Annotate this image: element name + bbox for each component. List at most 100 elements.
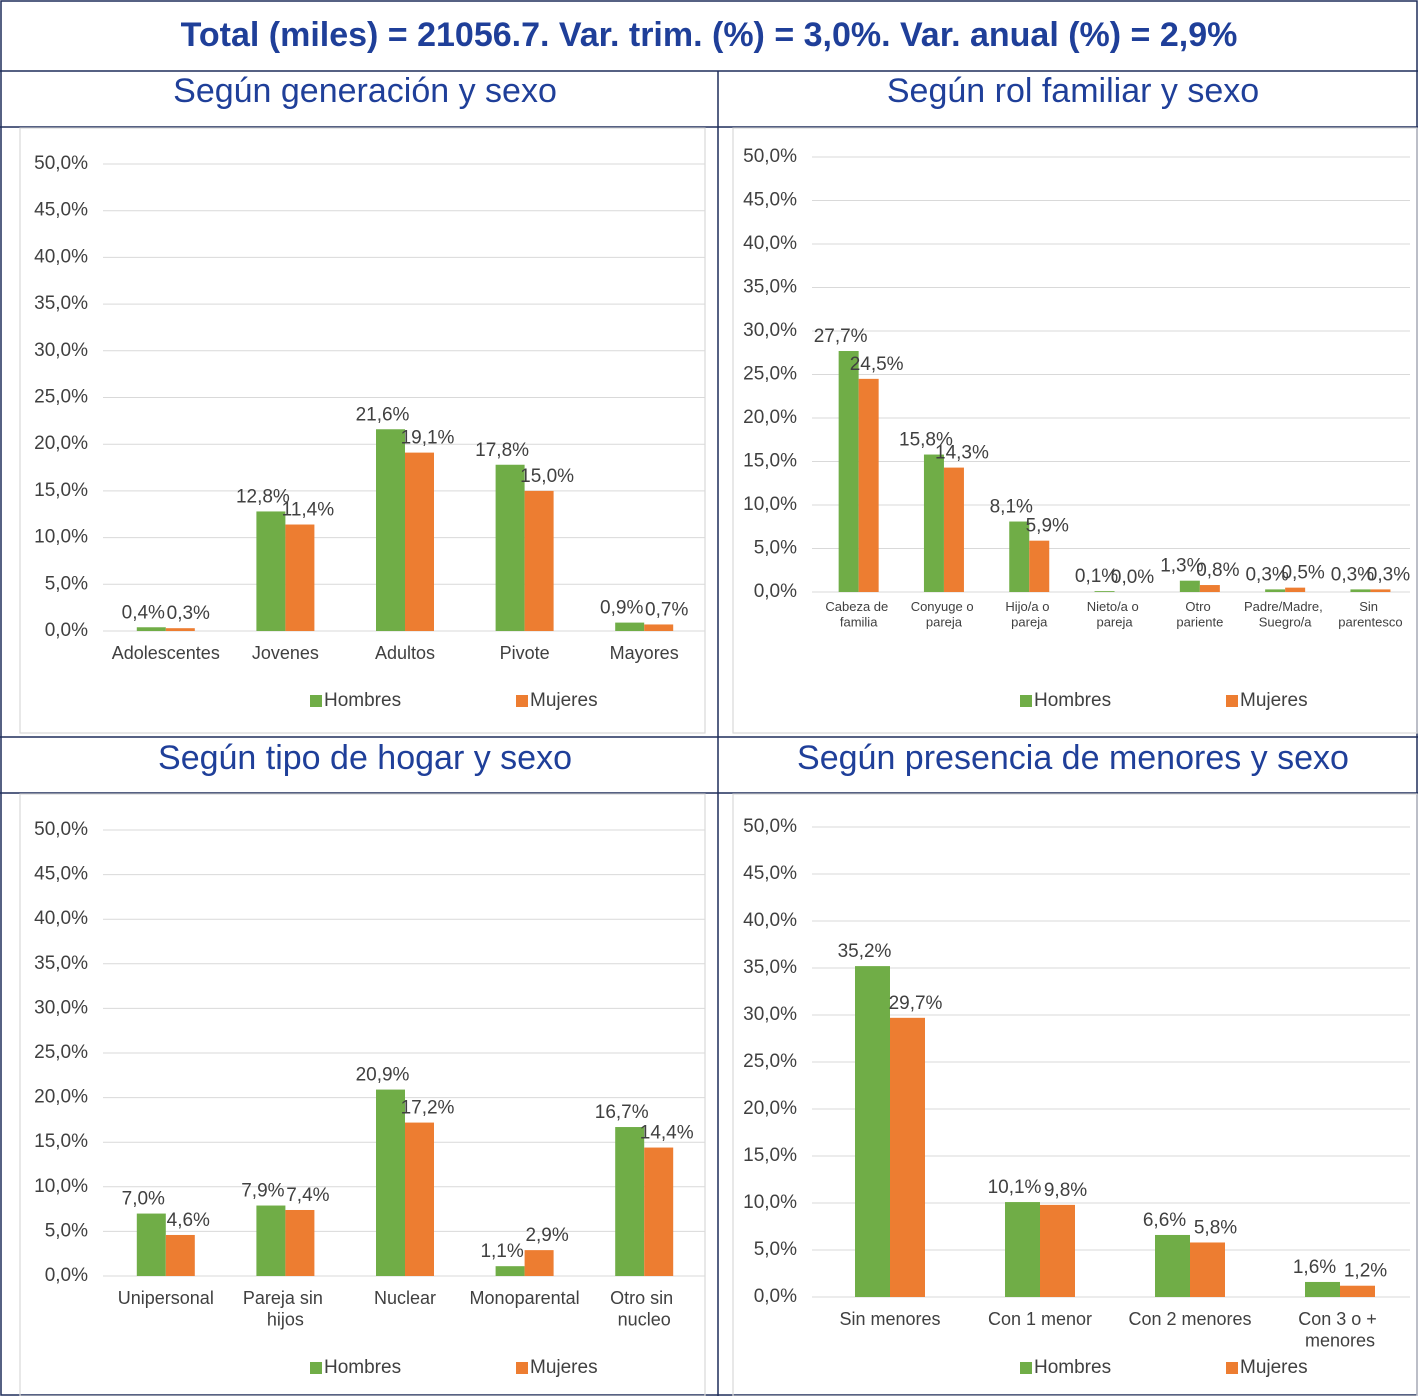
- x-tick-label: Adultos: [375, 643, 435, 663]
- chart-title: Según rol familiar y sexo: [887, 72, 1259, 110]
- data-label: 1,6%: [1293, 1257, 1336, 1278]
- bar: [524, 490, 554, 631]
- y-tick-label: 30,0%: [34, 340, 88, 361]
- bar: [136, 1213, 166, 1276]
- data-label: 15,8%: [899, 430, 953, 451]
- data-label: 17,2%: [401, 1098, 455, 1119]
- y-tick-label: 25,0%: [34, 387, 88, 408]
- data-label: 9,8%: [1044, 1180, 1087, 1201]
- bar: [1005, 1202, 1040, 1297]
- data-label: 0,3%: [1245, 564, 1288, 585]
- bar: [855, 966, 890, 1297]
- legend-swatch: [310, 1362, 322, 1374]
- data-label: 20,9%: [356, 1065, 410, 1086]
- bar: [615, 622, 645, 631]
- y-tick-label: 40,0%: [743, 233, 797, 254]
- bar: [1094, 591, 1115, 592]
- legend-label: Mujeres: [530, 1357, 598, 1378]
- y-tick-label: 50,0%: [34, 819, 88, 840]
- y-tick-label: 45,0%: [34, 864, 88, 885]
- bar: [890, 1017, 925, 1297]
- data-label: 0,1%: [1075, 566, 1118, 587]
- bar: [1305, 1281, 1340, 1297]
- legend-label: Hombres: [324, 690, 401, 711]
- page-title: Total (miles) = 21056.7. Var. trim. (%) …: [181, 16, 1238, 54]
- y-tick-label: 50,0%: [743, 816, 797, 837]
- chart-title: Según presencia de menores y sexo: [797, 739, 1349, 777]
- bar: [1265, 589, 1286, 592]
- y-tick-label: 25,0%: [34, 1042, 88, 1063]
- bar: [256, 511, 286, 631]
- data-label: 1,2%: [1344, 1261, 1387, 1282]
- data-label: 19,1%: [401, 428, 455, 449]
- data-label: 27,7%: [814, 326, 868, 347]
- data-label: 6,6%: [1143, 1210, 1186, 1231]
- y-tick-label: 35,0%: [743, 277, 797, 298]
- data-label: 0,4%: [122, 602, 165, 623]
- y-tick-label: 25,0%: [743, 1051, 797, 1072]
- x-tick-label: Con 3 o + menores: [1298, 1309, 1382, 1351]
- legend-label: Hombres: [1034, 690, 1111, 711]
- legend-label: Mujeres: [530, 690, 598, 711]
- y-tick-label: 5,0%: [754, 1239, 797, 1260]
- y-tick-label: 35,0%: [743, 957, 797, 978]
- data-label: 0,5%: [1281, 563, 1324, 584]
- data-label: 0,0%: [1111, 567, 1154, 588]
- bar: [285, 1209, 315, 1276]
- x-tick-label: Cabeza de familia: [825, 599, 892, 630]
- bar: [1190, 1242, 1225, 1297]
- x-tick-label: Monoparental: [470, 1288, 580, 1308]
- x-tick-label: Hijo/a o pareja: [1005, 599, 1053, 630]
- y-tick-label: 20,0%: [743, 1098, 797, 1119]
- data-label: 14,4%: [640, 1123, 694, 1144]
- y-tick-label: 10,0%: [743, 1192, 797, 1213]
- data-label: 8,1%: [990, 497, 1033, 518]
- bar: [285, 524, 315, 631]
- x-tick-label: Sin parentesco: [1338, 599, 1402, 630]
- y-tick-label: 35,0%: [34, 293, 88, 314]
- data-label: 7,0%: [122, 1189, 165, 1210]
- bar: [644, 1147, 674, 1276]
- bar: [1199, 585, 1220, 592]
- chart-title: Según tipo de hogar y sexo: [158, 739, 572, 777]
- bar: [495, 1266, 525, 1276]
- y-tick-label: 20,0%: [34, 1087, 88, 1108]
- data-label: 10,1%: [988, 1177, 1042, 1198]
- y-tick-label: 35,0%: [34, 953, 88, 974]
- data-label: 0,7%: [645, 599, 688, 620]
- legend-label: Hombres: [324, 1357, 401, 1378]
- y-tick-label: 30,0%: [743, 320, 797, 341]
- bar: [376, 1089, 405, 1276]
- bar: [923, 454, 944, 592]
- data-label: 0,9%: [600, 598, 643, 619]
- data-label: 7,9%: [241, 1181, 284, 1202]
- bar: [838, 351, 859, 592]
- y-tick-label: 0,0%: [754, 581, 797, 602]
- data-label: 35,2%: [838, 941, 892, 962]
- data-label: 4,6%: [167, 1210, 210, 1231]
- y-tick-label: 15,0%: [743, 451, 797, 472]
- data-label: 5,8%: [1194, 1217, 1237, 1238]
- y-tick-label: 45,0%: [34, 200, 88, 221]
- y-tick-label: 15,0%: [743, 1145, 797, 1166]
- data-label: 1,3%: [1160, 556, 1203, 577]
- y-tick-label: 0,0%: [45, 620, 88, 641]
- chart-title: Según generación y sexo: [173, 72, 557, 110]
- x-tick-label: Padre/Madre, Suegro/a: [1244, 599, 1326, 630]
- y-tick-label: 10,0%: [743, 494, 797, 515]
- data-label: 0,3%: [1331, 564, 1374, 585]
- data-label: 5,9%: [1026, 516, 1069, 537]
- bar: [1040, 1204, 1075, 1297]
- x-tick-label: Nuclear: [374, 1288, 436, 1308]
- data-label: 17,8%: [475, 440, 529, 461]
- bar: [165, 628, 195, 631]
- bar: [1029, 540, 1050, 592]
- data-label: 0,8%: [1196, 560, 1239, 581]
- y-tick-label: 50,0%: [743, 146, 797, 167]
- data-label: 7,4%: [286, 1185, 329, 1206]
- bar: [644, 624, 674, 631]
- x-tick-label: Conyuge o pareja: [911, 599, 978, 630]
- data-label: 0,3%: [167, 603, 210, 624]
- data-label: 12,8%: [236, 486, 290, 507]
